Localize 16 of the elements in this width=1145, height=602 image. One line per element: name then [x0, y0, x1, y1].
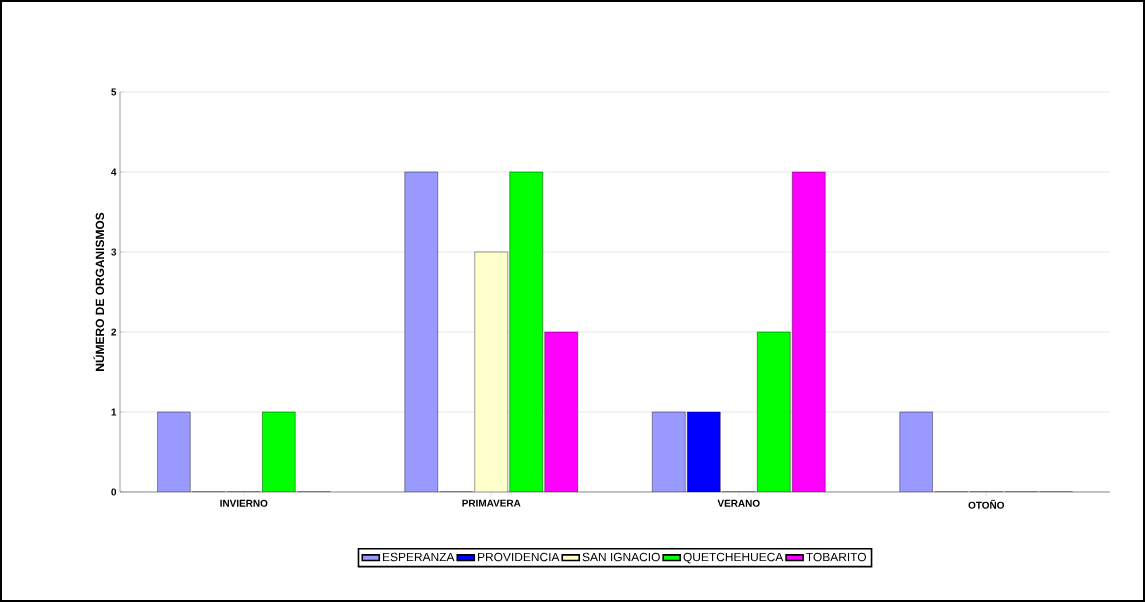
y-tick-label: 1: [111, 408, 117, 416]
y-tick-label: 3: [111, 248, 117, 256]
y-tick-label: 2: [111, 328, 117, 336]
x-tick-label: INVIERNO: [220, 499, 268, 507]
y-tick-label: 4: [111, 168, 117, 176]
legend-label: SAN IGNACIO: [582, 552, 660, 562]
legend-label: TOBARITO: [806, 552, 866, 562]
x-tick-label: PRIMAVERA: [462, 499, 521, 507]
x-tick-label: OTOÑO: [968, 499, 1005, 509]
y-tick-label: 0: [111, 488, 117, 496]
x-tick-label: VERANO: [717, 499, 760, 507]
y-tick-label: 5: [111, 88, 117, 96]
legend-label: PROVIDENCIA: [478, 552, 560, 562]
y-axis-title: NÚMERO DE ORGANISMOS: [93, 212, 105, 371]
legend-label: QUETCHEHUECA: [683, 552, 784, 564]
legend-label: ESPERANZA: [383, 552, 455, 562]
